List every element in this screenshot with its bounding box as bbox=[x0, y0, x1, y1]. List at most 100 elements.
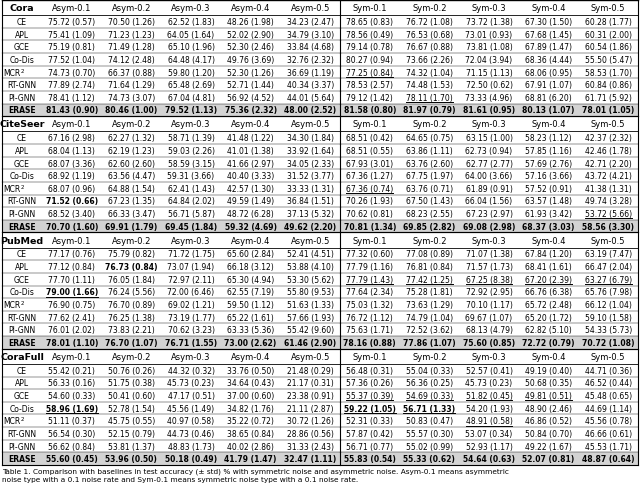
Text: PI-GNN: PI-GNN bbox=[8, 442, 36, 450]
Text: 53.72 (5.66): 53.72 (5.66) bbox=[584, 210, 632, 219]
Text: 76.90 (0.75): 76.90 (0.75) bbox=[48, 301, 95, 309]
Text: 31.33 (2.43): 31.33 (2.43) bbox=[287, 442, 333, 450]
Text: 71.72 (1.75): 71.72 (1.75) bbox=[168, 250, 214, 259]
Text: 40.97 (0.58): 40.97 (0.58) bbox=[168, 416, 214, 426]
Text: Table 1. Comparison with baselines in test accuracy (± std) % with symmetric noi: Table 1. Comparison with baselines in te… bbox=[2, 468, 509, 474]
Text: 38.65 (0.84): 38.65 (0.84) bbox=[227, 429, 274, 438]
Text: 76.25 (1.38): 76.25 (1.38) bbox=[108, 313, 155, 322]
Text: CE: CE bbox=[17, 18, 27, 27]
Text: 75.36 (2.32): 75.36 (2.32) bbox=[225, 106, 276, 115]
Text: 65.10 (1.96): 65.10 (1.96) bbox=[168, 43, 214, 52]
Text: 70.72 (1.08): 70.72 (1.08) bbox=[582, 338, 634, 347]
Text: 33.84 (4.68): 33.84 (4.68) bbox=[287, 43, 333, 52]
Text: 77.52 (1.04): 77.52 (1.04) bbox=[48, 56, 95, 65]
Text: 67.36 (1.27): 67.36 (1.27) bbox=[346, 172, 394, 181]
Text: 73.01 (0.93): 73.01 (0.93) bbox=[465, 31, 513, 40]
Text: 42.46 (1.78): 42.46 (1.78) bbox=[585, 146, 632, 156]
Text: 70.26 (1.93): 70.26 (1.93) bbox=[346, 197, 394, 206]
Text: 77.79 (1.16): 77.79 (1.16) bbox=[346, 263, 394, 271]
Text: MCR: MCR bbox=[3, 416, 20, 426]
Text: 66.33 (3.47): 66.33 (3.47) bbox=[108, 210, 155, 219]
Text: 49.74 (3.28): 49.74 (3.28) bbox=[585, 197, 632, 206]
Text: RT-GNN: RT-GNN bbox=[8, 81, 36, 90]
Text: 49.76 (3.69): 49.76 (3.69) bbox=[227, 56, 274, 65]
Text: 77.89 (2.74): 77.89 (2.74) bbox=[48, 81, 95, 90]
Text: GCE: GCE bbox=[14, 43, 30, 52]
Text: Co-Dis: Co-Dis bbox=[10, 172, 35, 181]
Text: 58.59 (3.15): 58.59 (3.15) bbox=[168, 159, 214, 168]
Text: 76.72 (1.12): 76.72 (1.12) bbox=[346, 313, 393, 322]
Text: 48.90 (2.46): 48.90 (2.46) bbox=[525, 404, 572, 413]
Text: 67.68 (1.45): 67.68 (1.45) bbox=[525, 31, 572, 40]
Text: 73.00 (2.62): 73.00 (2.62) bbox=[225, 338, 276, 347]
Text: 46.86 (0.52): 46.86 (0.52) bbox=[525, 416, 572, 426]
Text: 32.76 (2.32): 32.76 (2.32) bbox=[287, 56, 333, 65]
Text: 65.48 (2.69): 65.48 (2.69) bbox=[168, 81, 214, 90]
Text: 74.73 (0.70): 74.73 (0.70) bbox=[48, 68, 95, 78]
Text: 78.11 (1.70): 78.11 (1.70) bbox=[406, 94, 452, 102]
Text: PubMed: PubMed bbox=[1, 236, 44, 245]
Text: 21.48 (0.29): 21.48 (0.29) bbox=[287, 366, 333, 375]
Text: Sym-0.5: Sym-0.5 bbox=[591, 352, 625, 361]
Text: Asym-0.3: Asym-0.3 bbox=[172, 120, 211, 129]
Text: 62.27 (1.32): 62.27 (1.32) bbox=[108, 134, 155, 143]
Text: 67.89 (1.47): 67.89 (1.47) bbox=[525, 43, 572, 52]
Text: 51.63 (1.33): 51.63 (1.33) bbox=[287, 301, 333, 309]
Text: 44.69 (1.14): 44.69 (1.14) bbox=[585, 404, 632, 413]
Text: 67.36 (0.74): 67.36 (0.74) bbox=[346, 184, 394, 193]
Text: 50.18 (0.49): 50.18 (0.49) bbox=[165, 454, 217, 463]
Text: 79.00 (1.66): 79.00 (1.66) bbox=[45, 288, 98, 297]
Text: 62.41 (1.43): 62.41 (1.43) bbox=[168, 184, 214, 193]
Text: 64.05 (1.64): 64.05 (1.64) bbox=[168, 31, 214, 40]
Text: CoraFull: CoraFull bbox=[0, 352, 44, 361]
Text: 53.07 (0.34): 53.07 (0.34) bbox=[465, 429, 513, 438]
Bar bbox=[2, 104, 638, 117]
Text: 78.41 (1.12): 78.41 (1.12) bbox=[49, 94, 95, 102]
Text: 67.23 (1.35): 67.23 (1.35) bbox=[108, 197, 155, 206]
Text: 64.88 (1.54): 64.88 (1.54) bbox=[108, 184, 155, 193]
Text: 62.19 (1.23): 62.19 (1.23) bbox=[108, 146, 155, 156]
Text: APL: APL bbox=[15, 31, 29, 40]
Text: 48.83 (1.73): 48.83 (1.73) bbox=[168, 442, 214, 450]
Text: 77.70 (1.11): 77.70 (1.11) bbox=[49, 275, 95, 284]
Text: 68.52 (3.40): 68.52 (3.40) bbox=[48, 210, 95, 219]
Text: 45.75 (0.55): 45.75 (0.55) bbox=[108, 416, 155, 426]
Text: 44.71 (0.36): 44.71 (0.36) bbox=[584, 366, 632, 375]
Text: Asym-0.5: Asym-0.5 bbox=[291, 120, 330, 129]
Text: 63.86 (1.11): 63.86 (1.11) bbox=[406, 146, 452, 156]
Text: 60.28 (1.77): 60.28 (1.77) bbox=[585, 18, 632, 27]
Text: 49.81 (0.51): 49.81 (0.51) bbox=[525, 391, 572, 400]
Text: Asym-0.3: Asym-0.3 bbox=[172, 4, 211, 13]
Text: 36.84 (1.51): 36.84 (1.51) bbox=[287, 197, 333, 206]
Text: 67.20 (2.39): 67.20 (2.39) bbox=[525, 275, 572, 284]
Text: 59.31 (3.66): 59.31 (3.66) bbox=[168, 172, 214, 181]
Text: 80.13 (1.07): 80.13 (1.07) bbox=[522, 106, 575, 115]
Text: 68.04 (1.13): 68.04 (1.13) bbox=[49, 146, 95, 156]
Text: 46.52 (0.44): 46.52 (0.44) bbox=[584, 379, 632, 387]
Text: 52.31 (0.33): 52.31 (0.33) bbox=[346, 416, 394, 426]
Text: Asym-0.1: Asym-0.1 bbox=[52, 4, 92, 13]
Text: 33.33 (1.31): 33.33 (1.31) bbox=[287, 184, 333, 193]
Text: 40.40 (3.33): 40.40 (3.33) bbox=[227, 172, 274, 181]
Text: 45.56 (1.49): 45.56 (1.49) bbox=[168, 404, 214, 413]
Text: 68.07 (0.96): 68.07 (0.96) bbox=[48, 184, 95, 193]
Text: 34.79 (3.10): 34.79 (3.10) bbox=[287, 31, 334, 40]
Text: 55.83 (0.54): 55.83 (0.54) bbox=[344, 454, 396, 463]
Text: 73.07 (1.94): 73.07 (1.94) bbox=[168, 263, 214, 271]
Text: 71.49 (1.28): 71.49 (1.28) bbox=[108, 43, 155, 52]
Text: 55.80 (9.53): 55.80 (9.53) bbox=[287, 288, 334, 297]
Text: 59.80 (1.20): 59.80 (1.20) bbox=[168, 68, 214, 78]
Text: 73.66 (2.26): 73.66 (2.26) bbox=[406, 56, 453, 65]
Text: 55.04 (0.33): 55.04 (0.33) bbox=[406, 366, 453, 375]
Text: 54.64 (0.63): 54.64 (0.63) bbox=[463, 454, 515, 463]
Text: Asym-0.4: Asym-0.4 bbox=[231, 4, 270, 13]
Text: 2: 2 bbox=[21, 69, 24, 74]
Text: 66.12 (1.04): 66.12 (1.04) bbox=[585, 301, 632, 309]
Text: 63.76 (2.60): 63.76 (2.60) bbox=[406, 159, 453, 168]
Text: 72.97 (2.11): 72.97 (2.11) bbox=[168, 275, 214, 284]
Text: 57.85 (1.16): 57.85 (1.16) bbox=[525, 146, 572, 156]
Text: 34.30 (1.84): 34.30 (1.84) bbox=[287, 134, 333, 143]
Text: 72.72 (0.79): 72.72 (0.79) bbox=[522, 338, 575, 347]
Text: 37.00 (0.60): 37.00 (0.60) bbox=[227, 391, 274, 400]
Text: 74.12 (2.48): 74.12 (2.48) bbox=[108, 56, 155, 65]
